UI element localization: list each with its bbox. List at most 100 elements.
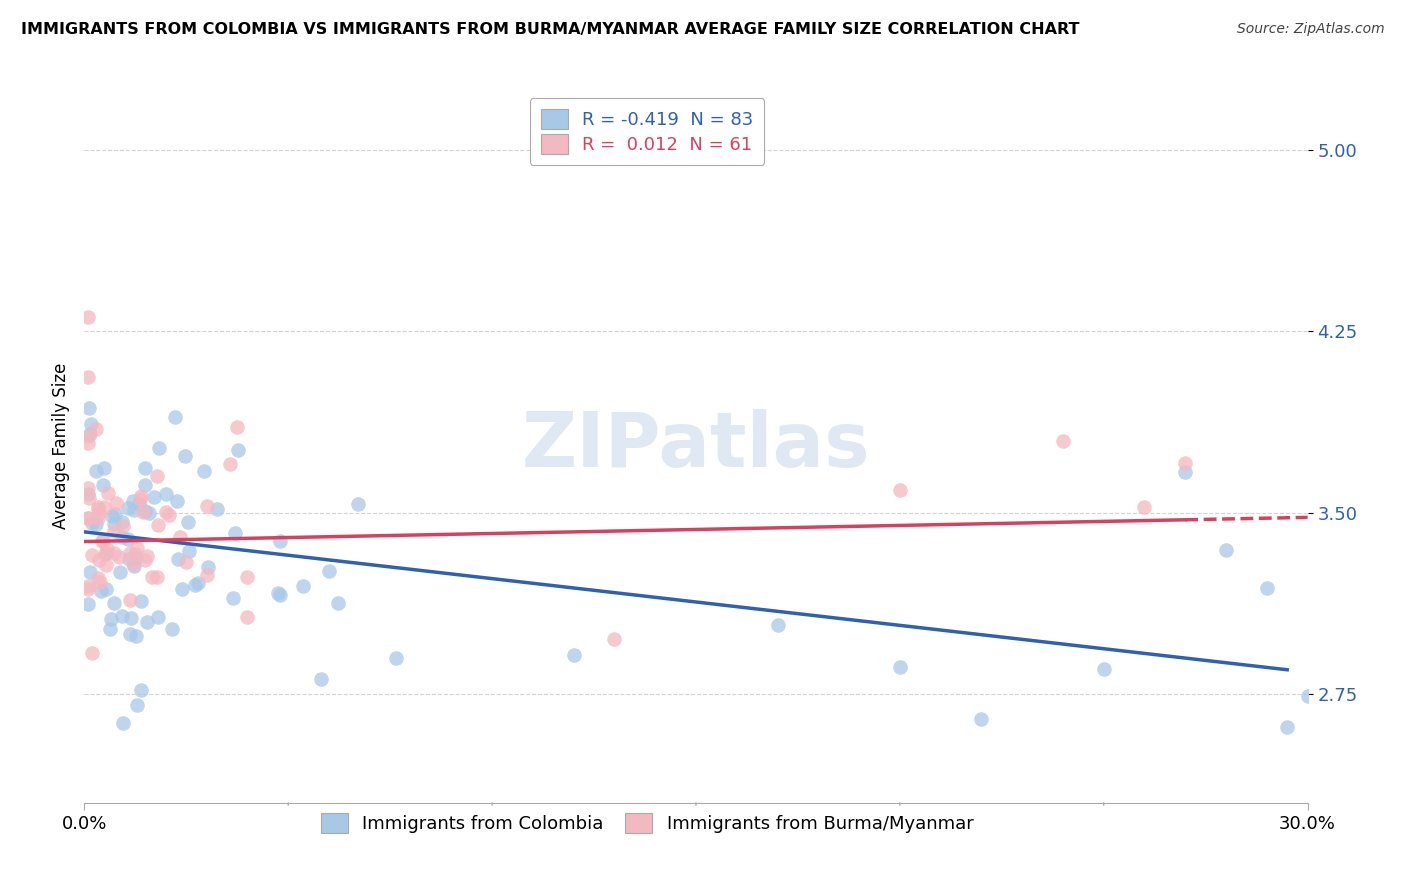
Point [118,627,141,641]
Point [1092,662,1115,676]
Point [77,510,100,524]
Point [93,461,115,475]
Point [84,464,107,478]
Point [77,370,100,384]
Point [169,530,191,544]
Point [224,525,246,540]
Point [103,516,125,531]
Point [77,436,100,450]
Point [889,483,911,497]
Point [80,417,103,432]
Point [125,551,148,566]
Point [174,449,197,463]
Point [94,558,117,572]
Point [146,570,169,584]
Point [129,682,152,697]
Point [129,594,152,608]
Point [94,582,117,596]
Point [84,517,107,532]
Y-axis label: Average Family Size: Average Family Size [52,363,70,529]
Point [205,501,228,516]
Point [166,494,188,508]
Point [79,565,101,579]
Point [136,615,159,629]
Point [120,546,142,560]
Point [1174,456,1197,470]
Point [269,533,291,548]
Point [103,596,125,610]
Point [177,515,200,529]
Point [134,553,156,567]
Point [77,579,100,593]
Point [93,500,115,515]
Point [122,558,145,572]
Point [183,577,205,591]
Point [103,524,125,539]
Point [1052,434,1074,448]
Point [1296,690,1319,704]
Point [148,441,170,455]
Point [79,491,101,506]
Point [197,560,219,574]
Point [1174,466,1197,480]
Point [77,511,100,525]
Point [90,584,112,599]
Point [100,612,122,626]
Point [155,487,177,501]
Point [86,502,108,516]
Point [77,487,100,501]
Point [108,549,131,564]
Point [124,547,146,561]
Point [111,515,134,529]
Point [179,544,201,558]
Point [89,575,111,590]
Legend: Immigrants from Colombia, Immigrants from Burma/Myanmar: Immigrants from Colombia, Immigrants fro… [314,805,981,840]
Point [266,586,288,600]
Point [195,500,218,514]
Point [86,422,108,436]
Point [118,592,141,607]
Point [77,481,100,495]
Point [122,494,145,508]
Point [87,500,110,514]
Point [146,469,169,483]
Point [125,541,148,555]
Point [1133,500,1156,514]
Point [129,491,152,506]
Point [91,478,114,492]
Point [141,570,163,584]
Point [195,567,218,582]
Point [98,622,121,636]
Point [77,401,100,415]
Point [167,552,190,566]
Point [82,516,104,530]
Point [82,548,104,562]
Point [225,420,247,434]
Point [128,497,150,511]
Point [1215,543,1237,558]
Point [346,497,368,511]
Point [80,646,103,660]
Point [384,651,406,665]
Point [766,618,789,632]
Point [236,570,259,584]
Point [97,486,120,500]
Point [125,629,148,643]
Point [77,597,100,611]
Point [318,564,340,578]
Point [87,552,110,566]
Point [77,310,100,325]
Point [91,533,114,547]
Point [136,549,159,564]
Text: IMMIGRANTS FROM COLOMBIA VS IMMIGRANTS FROM BURMA/MYANMAR AVERAGE FAMILY SIZE CO: IMMIGRANTS FROM COLOMBIA VS IMMIGRANTS F… [21,22,1080,37]
Point [219,458,242,472]
Point [226,442,249,457]
Point [77,429,100,443]
Point [269,588,291,602]
Point [603,632,626,646]
Point [142,490,165,504]
Point [87,571,110,585]
Point [118,552,141,566]
Point [889,659,911,673]
Point [103,546,125,560]
